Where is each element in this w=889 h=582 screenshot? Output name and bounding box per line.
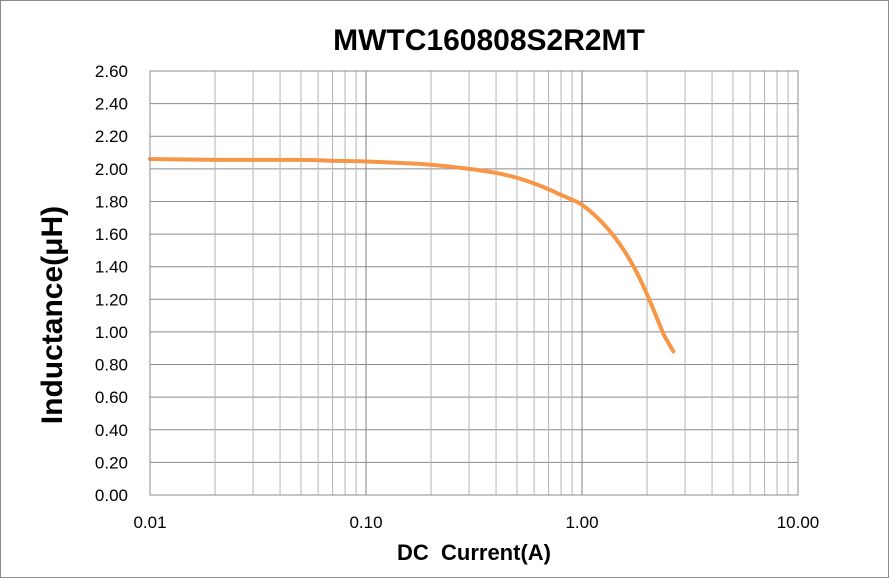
y-tick-label: 0.20 <box>95 453 128 472</box>
x-tick-label: 0.01 <box>133 513 166 532</box>
grid <box>149 70 798 496</box>
y-tick-label: 1.80 <box>95 192 128 211</box>
plot-border <box>149 70 799 496</box>
y-tick-label: 2.40 <box>95 95 128 114</box>
y-tick-label: 2.60 <box>95 62 128 81</box>
y-tick-label: 0.60 <box>95 388 128 407</box>
series-line <box>148 157 676 354</box>
y-axis-ticks: 0.00 0.20 0.40 0.60 0.80 1.00 1.20 1.40 1.60 1.80… <box>95 62 128 505</box>
x-tick-label: 1.00 <box>565 513 598 532</box>
x-tick-label: 10.00 <box>777 513 820 532</box>
x-tick-label: 0.10 <box>349 513 382 532</box>
chart-title: MWTC160808S2R2MT <box>333 24 645 57</box>
y-tick-label: 0.40 <box>95 421 128 440</box>
y-tick-label: 1.60 <box>95 225 128 244</box>
y-tick-label: 0.80 <box>95 356 128 375</box>
y-tick-label: 2.00 <box>95 160 128 179</box>
y-tick-label: 2.20 <box>95 127 128 146</box>
y-axis-label: Inductance(μH) <box>36 206 69 424</box>
y-tick-label: 1.20 <box>95 290 128 309</box>
y-tick-label: 1.00 <box>95 323 128 342</box>
y-tick-label: 1.40 <box>95 258 128 277</box>
x-axis-label: DC Current(A) <box>397 540 551 565</box>
y-tick-label: 0.00 <box>95 486 128 505</box>
x-axis-ticks: 0.01 0.10 1.00 10.00 <box>133 513 819 532</box>
